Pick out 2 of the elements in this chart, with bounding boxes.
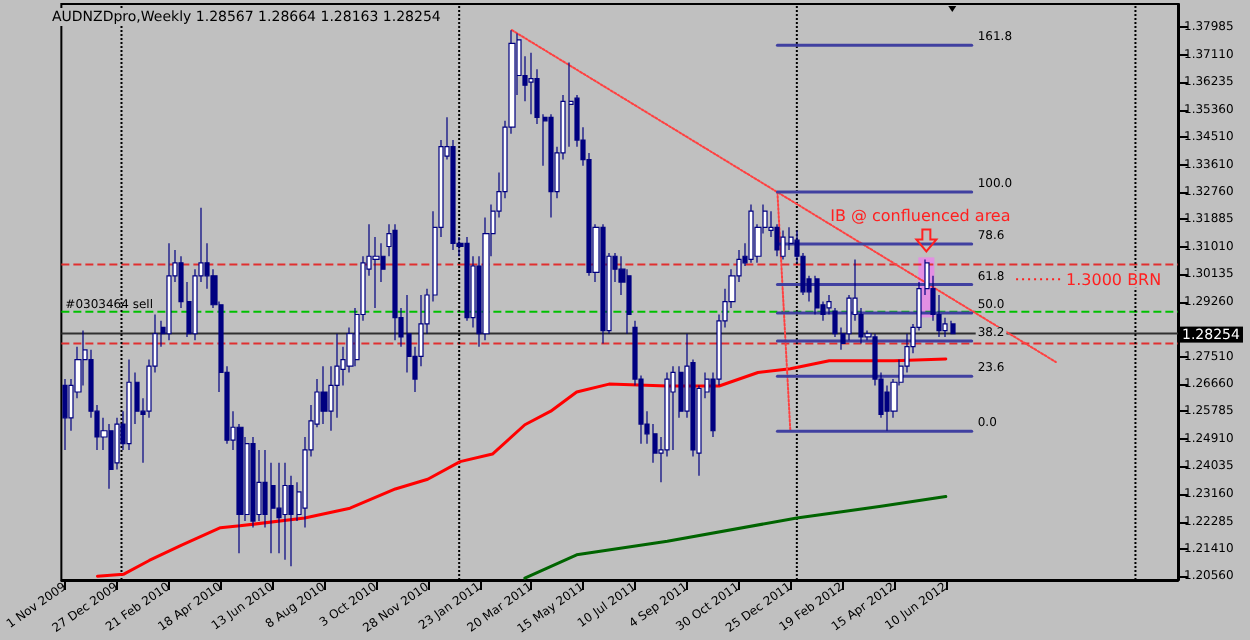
- annotation: IB @ confluenced area: [830, 207, 1011, 226]
- annotation: 1.3000 BRN: [1066, 271, 1162, 290]
